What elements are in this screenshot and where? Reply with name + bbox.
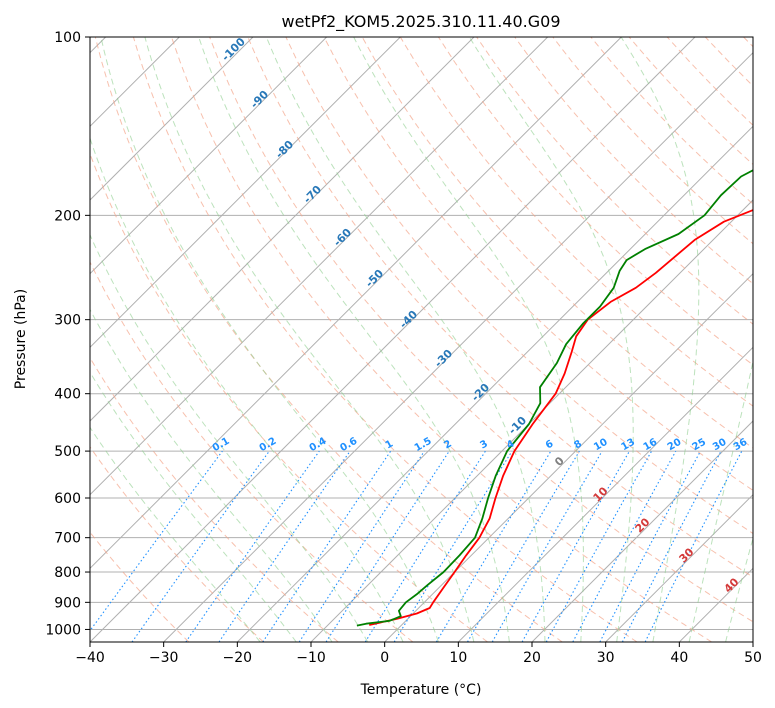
dry-adiabat — [323, 37, 753, 491]
isotherm-gridline — [90, 37, 475, 422]
x-tick-label: 0 — [380, 650, 389, 666]
mixing-ratio-line — [325, 450, 450, 642]
mixing-ratio-line — [218, 450, 351, 642]
mixing-ratio-label: 2 — [442, 438, 454, 451]
x-tick-label: 20 — [523, 650, 541, 666]
moist-adiabat — [198, 37, 510, 642]
sounding-lines — [356, 169, 753, 627]
background-lines — [90, 37, 753, 642]
x-tick-label: −20 — [223, 650, 253, 666]
isotherm-gridline — [90, 37, 622, 570]
dry-adiabat — [247, 37, 753, 578]
y-axis-label: Pressure (hPa) — [13, 289, 29, 389]
moist-adiabat — [265, 37, 546, 642]
temperature-profile-line — [369, 209, 753, 626]
y-tick-label: 600 — [54, 491, 81, 507]
y-tick-label: 300 — [54, 313, 81, 329]
isotherm-gridline — [90, 37, 549, 496]
x-tick-label: −30 — [149, 650, 179, 666]
mixing-ratio-label: 8 — [572, 438, 584, 451]
dry-adiabat — [132, 37, 638, 642]
moist-adiabat — [90, 233, 369, 642]
dry-adiabat — [90, 446, 264, 642]
axes: −40 −30 −20 −10 0 10 20 30 40 50 100 200 300 400 500 60… — [45, 30, 762, 666]
moist-adiabat — [688, 358, 753, 642]
isotherm-gridline — [236, 125, 753, 642]
mixing-ratio-line — [90, 450, 223, 632]
isotherm-gridline — [90, 37, 401, 349]
dry-adiabat — [514, 37, 753, 285]
isotherm-gridline — [384, 272, 753, 642]
dry-adiabat — [476, 37, 753, 325]
mixing-ratio-line — [644, 450, 743, 642]
dry-adiabat — [171, 37, 712, 642]
moist-adiabat — [90, 308, 333, 642]
moist-adiabat — [353, 37, 584, 642]
y-tick-label: 800 — [54, 565, 81, 581]
y-tick-label: 500 — [54, 444, 81, 460]
mixing-ratio-line — [131, 450, 270, 642]
dewpoint-profile-line — [356, 169, 753, 627]
isotherm-gridline — [90, 37, 328, 275]
x-tick-label: 10 — [449, 650, 467, 666]
mixing-ratio-line — [521, 450, 630, 642]
mixing-ratio-label: 3 — [478, 438, 490, 451]
dry-adiabat — [285, 37, 753, 535]
dry-adiabat — [90, 260, 414, 642]
x-tick-label: −40 — [75, 650, 105, 666]
x-tick-label: 50 — [744, 650, 762, 666]
moist-adiabat — [90, 426, 261, 642]
x-tick-label: 40 — [670, 650, 688, 666]
mixing-ratio-label: 4 — [505, 438, 517, 451]
moist-adiabat — [725, 536, 753, 642]
mixing-ratio-line — [298, 450, 425, 642]
isotherm-gridline — [90, 37, 254, 201]
isotherm-gridline — [605, 493, 753, 642]
x-tick-label: 30 — [597, 650, 615, 666]
x-tick-label: −10 — [296, 650, 326, 666]
isotherm-gridline — [90, 37, 696, 642]
y-tick-label: 400 — [54, 387, 81, 403]
y-tick-label: 200 — [54, 208, 81, 224]
mixing-ratio-line — [185, 450, 320, 642]
isotherm-gridline — [163, 51, 753, 642]
isotherm-gridline — [457, 346, 753, 642]
moist-adiabat — [90, 371, 297, 642]
isotherm-gridline — [531, 420, 753, 642]
dry-adiabat — [90, 356, 339, 642]
x-axis-label: Temperature (°C) — [360, 682, 482, 698]
dry-adiabat — [209, 37, 753, 623]
y-tick-label: 700 — [54, 531, 81, 547]
dry-adiabat — [94, 37, 563, 642]
chart-title: wetPf2_KOM5.2025.310.11.40.G09 — [281, 12, 560, 32]
y-tick-label: 100 — [54, 30, 81, 46]
plot-frame — [89, 36, 754, 643]
mixing-ratio-line — [262, 450, 392, 642]
moist-adiabat — [144, 37, 475, 642]
y-tick-label: 900 — [54, 595, 81, 611]
mixing-ratio-label: 1 — [384, 438, 396, 451]
moist-adiabat — [100, 37, 439, 642]
moist-adiabat — [468, 37, 634, 642]
moist-adiabat — [620, 37, 700, 642]
mixing-ratio-line — [572, 450, 677, 642]
y-tick-label: 1000 — [45, 622, 81, 638]
mixing-ratio-line — [545, 450, 653, 642]
mixing-ratio-label: 6 — [544, 438, 556, 451]
mixing-ratio-line — [393, 450, 513, 642]
